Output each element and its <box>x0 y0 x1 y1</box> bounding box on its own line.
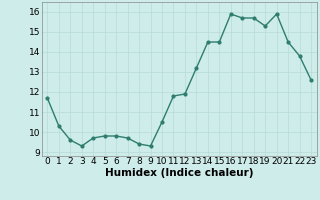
X-axis label: Humidex (Indice chaleur): Humidex (Indice chaleur) <box>105 168 253 178</box>
